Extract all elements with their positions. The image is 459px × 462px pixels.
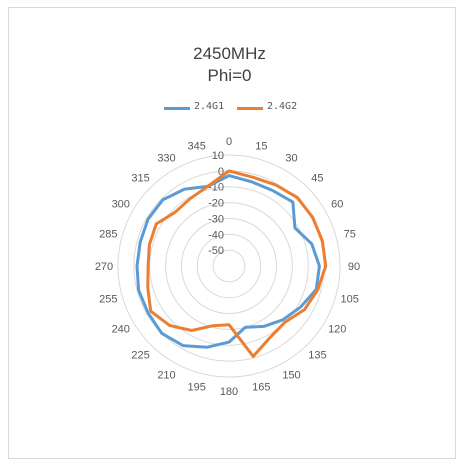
angle-tick-label: 135 (308, 349, 326, 361)
radial-tick-label: 10 (212, 150, 224, 162)
chart-title: 2450MHz (193, 44, 266, 63)
angle-tick-label: 300 (112, 199, 130, 211)
angle-tick-label: 120 (328, 324, 346, 336)
legend: 2.4G1 2.4G2 (0, 101, 459, 115)
angle-tick-label: 195 (187, 382, 205, 394)
angle-tick-label: 0 (226, 136, 232, 148)
angle-tick-label: 150 (282, 369, 300, 381)
angle-tick-label: 240 (112, 324, 130, 336)
grid-ring (212, 249, 246, 283)
angle-tick-label: 90 (348, 261, 360, 273)
angle-tick-label: 75 (344, 229, 356, 241)
radial-tick-label: -50 (208, 245, 224, 257)
legend-label-series-1: 2.4G1 (194, 101, 225, 112)
grid-ring (196, 233, 262, 299)
radial-tick-label: -30 (208, 213, 224, 225)
grid-ring (165, 202, 293, 330)
angle-tick-label: 330 (157, 153, 175, 165)
angle-tick-label: 105 (341, 293, 359, 305)
angle-tick-label: 270 (95, 261, 113, 273)
grid-ring (180, 217, 278, 315)
angle-tick-label: 255 (99, 293, 117, 305)
angle-tick-label: 210 (157, 369, 175, 381)
grid-ring (117, 154, 341, 378)
legend-swatch-series-2 (237, 107, 263, 110)
grid-ring (149, 186, 309, 346)
radial-tick-label: -40 (208, 229, 224, 241)
legend-swatch-series-1 (164, 107, 190, 110)
angle-tick-label: 60 (331, 199, 343, 211)
radial-tick-label: -20 (208, 198, 224, 210)
angle-tick-label: 30 (285, 153, 297, 165)
chart-subtitle: Phi=0 (207, 66, 252, 85)
series-line-2 (146, 169, 328, 358)
chart-area (8, 7, 456, 459)
series-line-1 (135, 174, 321, 349)
angle-tick-label: 225 (131, 349, 149, 361)
angle-tick-label: 180 (220, 386, 238, 398)
angle-tick-label: 165 (252, 382, 270, 394)
angle-tick-label: 285 (99, 229, 117, 241)
angle-tick-label: 45 (311, 173, 323, 185)
legend-label-series-2: 2.4G2 (267, 101, 298, 112)
angle-tick-label: 345 (187, 140, 205, 152)
radial-tick-label: 0 (218, 166, 224, 178)
angle-tick-label: 315 (131, 173, 149, 185)
angle-tick-label: 15 (255, 140, 267, 152)
